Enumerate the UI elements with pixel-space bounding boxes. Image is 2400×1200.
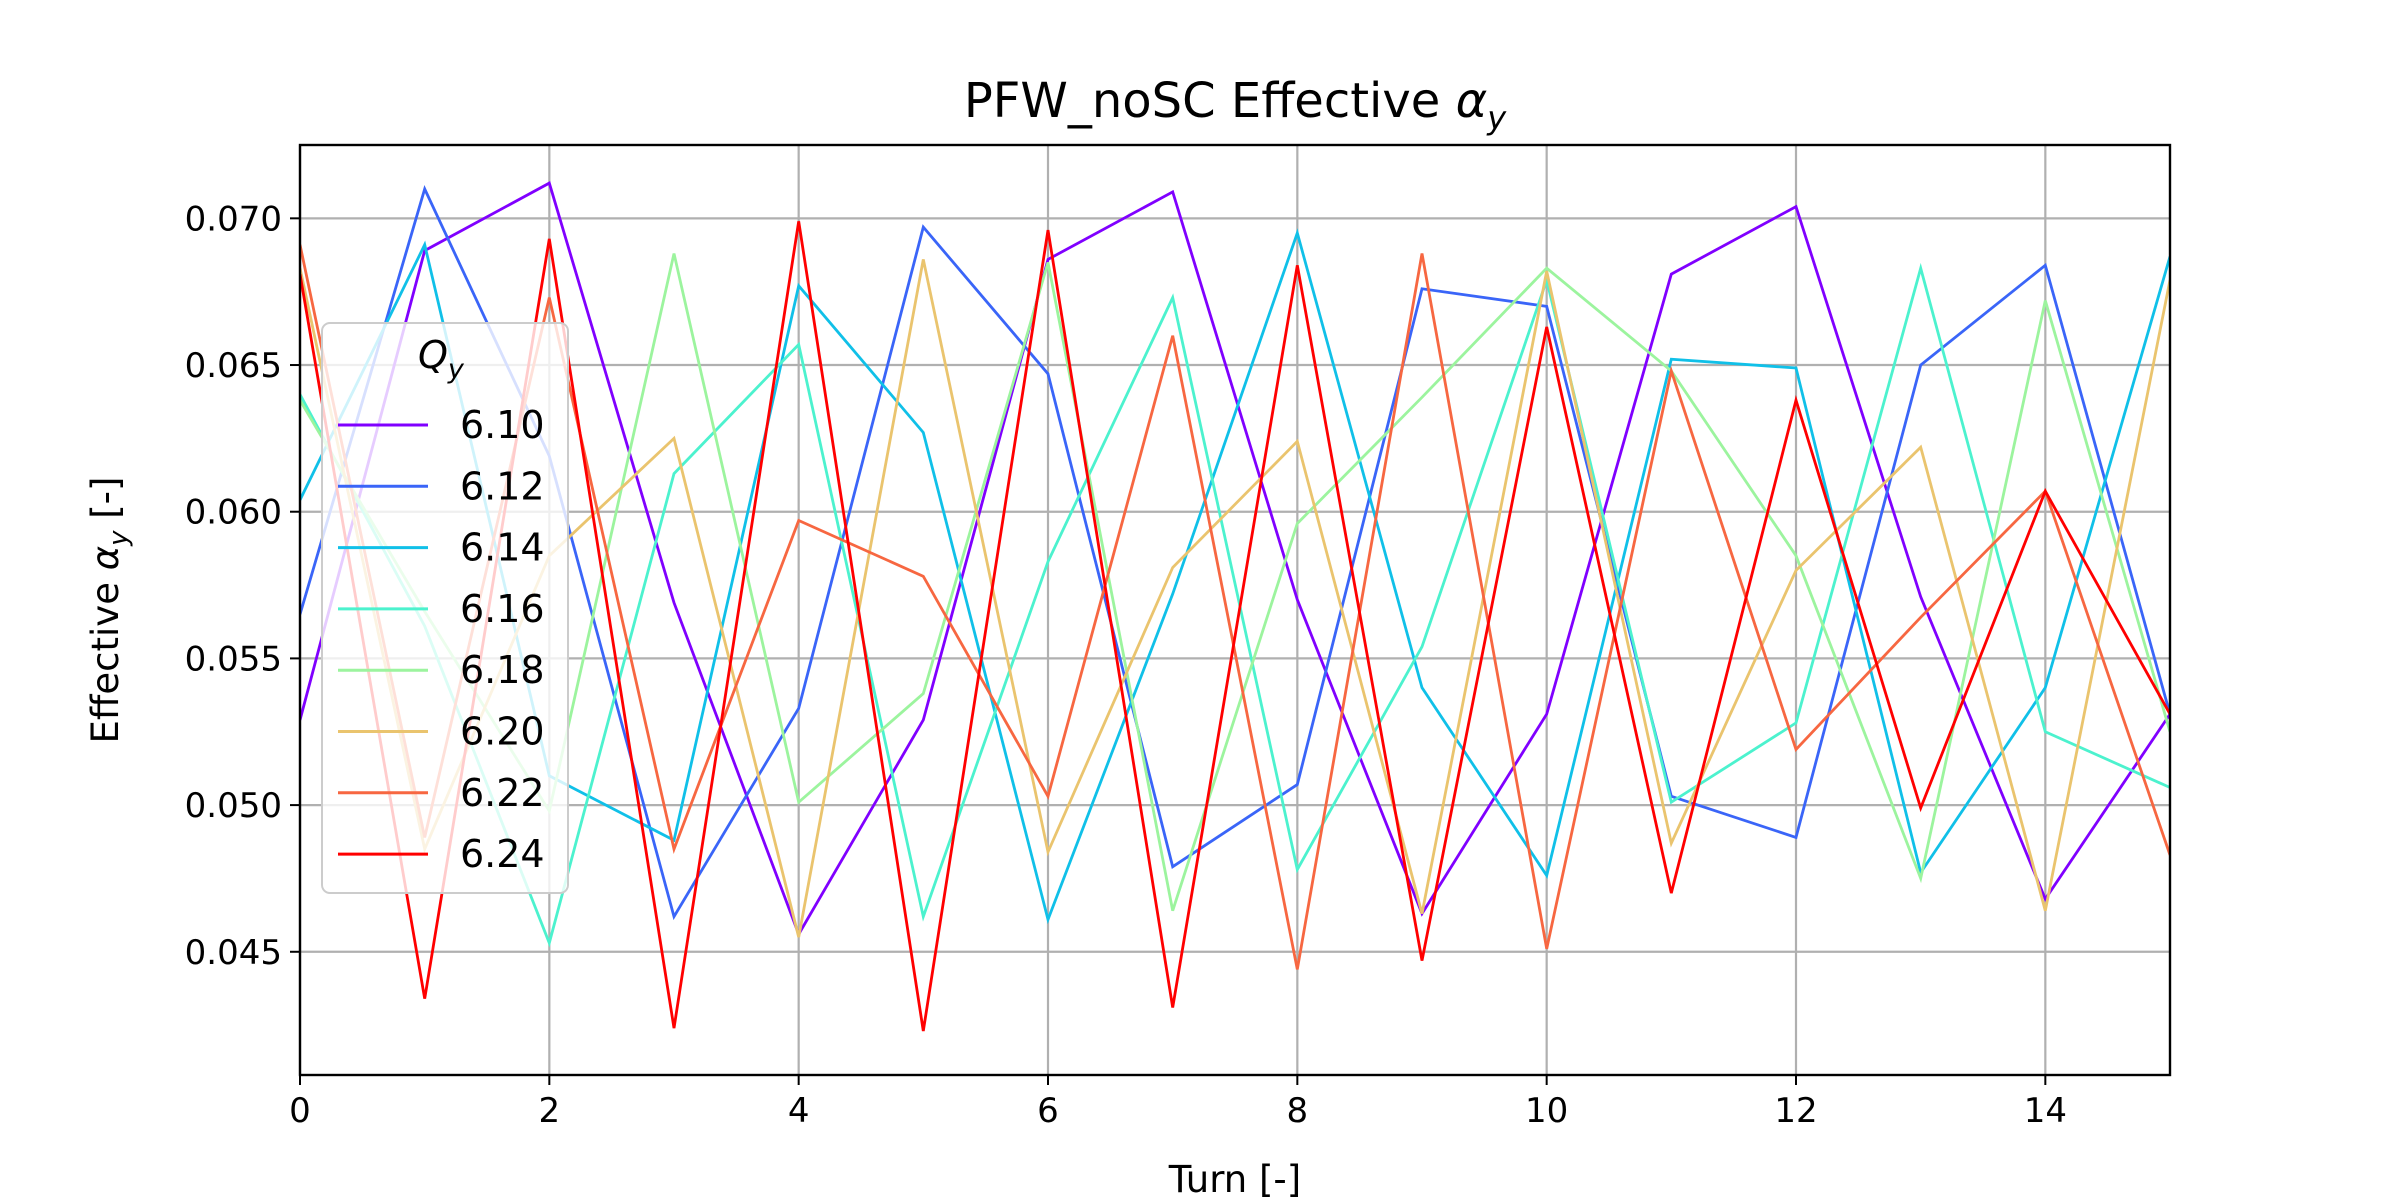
series-line-6.18 [300,253,2170,912]
legend-label: 6.10 [460,403,545,447]
x-tick-label: 2 [539,1091,561,1131]
legend-label: 6.14 [460,526,545,570]
legend-label: 6.16 [460,587,545,631]
x-tick-label: 0 [289,1091,311,1131]
series-line-6.16 [300,262,2170,948]
y-axis-ticks: 0.045 0.050 0.055 0.060 0.065 0.070 [185,199,300,973]
legend-label: 6.18 [460,648,545,692]
plot-area: 0 2 4 6 8 10 12 14 0.0450.0500.0550.0600.0650.0… [185,143,2172,1131]
series-line-6.24 [300,221,2170,1032]
legend-label: 6.12 [460,464,545,508]
legend-title: Qy [418,333,465,385]
y-tick-label: 0.065 [185,346,282,386]
y-tick-label: 0.050 [185,786,282,826]
x-axis-ticks: 0 2 4 6 8 10 12 14 [289,1075,2067,1131]
series-lines [300,181,2170,1032]
x-tick-label: 12 [1774,1091,1817,1131]
series-line-6.10 [300,181,2170,938]
y-tick-label: 0.055 [185,639,282,679]
legend-label: 6.20 [460,710,545,754]
series-line-6.22 [300,244,2170,970]
x-tick-label: 4 [788,1091,810,1131]
x-tick-label: 10 [1525,1091,1568,1131]
y-tick-label: 0.045 [185,933,282,973]
plot-frame [298,143,2172,1077]
series-line-6.20 [300,259,2170,938]
legend: Qy 6.10 6.12 6.14 6.16 6.18 6.20 6.22 6.24 [321,322,569,894]
x-tick-label: 14 [2024,1091,2067,1131]
legend-box [321,322,569,894]
y-tick-label: 0.060 [185,493,282,533]
legend-label: 6.24 [460,832,545,876]
y-axis-label: Effective αy [-] [84,477,134,744]
series-line-6.14 [300,228,2170,925]
x-tick-label: 6 [1037,1091,1059,1131]
y-tick-label: 0.070 [185,199,282,239]
x-axis-label: Turn [-] [1168,1158,1301,1200]
chart-title: PFW_noSC Effective αy [964,73,1507,137]
legend-entries: 6.10 6.12 6.14 6.16 6.18 6.20 6.22 6.24 [338,403,545,876]
x-tick-label: 8 [1287,1091,1309,1131]
legend-label: 6.22 [460,771,545,815]
